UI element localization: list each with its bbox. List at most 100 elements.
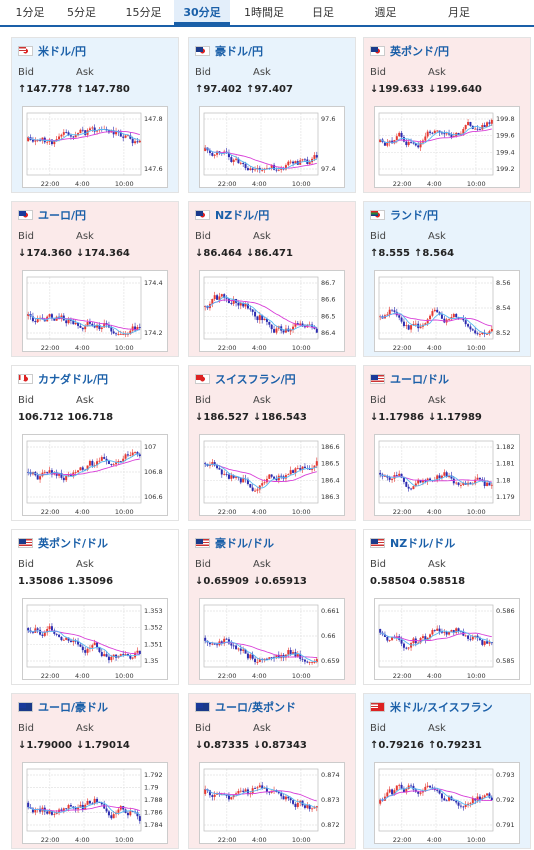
ask-label: Ask [253,559,271,570]
x-tick-label: 4:00 [427,836,442,844]
x-tick-label: 10:00 [115,344,134,352]
currency-card-1: 米ドル/円 Bid Ask ↑147.778 ↑147.780 147.8 147… [11,37,179,193]
price-chart[interactable]: 0.793 0.792 0.791 22:00 4:00 10:00 [374,762,520,844]
quote-row: ↓1.17986 ↓1.17989 [370,412,482,423]
pair-name: 英ポンド/ドル [38,537,109,550]
y-tick-label: 0.659 [321,657,340,665]
pair-title[interactable]: ユーロ/豪ドル [18,700,108,714]
y-tick-label: 1.792 [144,771,163,779]
pair-title[interactable]: NZドル/ドル [370,536,455,550]
y-tick-label: 86.6 [321,296,335,304]
pair-name: 豪ドル/ドル [215,537,275,550]
x-tick-label: 10:00 [292,180,311,188]
price-chart[interactable]: 199.8 199.6 199.4 199.2 22:00 4:00 10:00 [374,106,520,188]
pair-title[interactable]: 豪ドル/円 [195,44,263,58]
x-tick-label: 22:00 [393,836,412,844]
price-chart[interactable]: 86.7 86.6 86.5 86.4 22:00 4:00 10:00 [199,270,345,352]
x-tick-label: 10:00 [292,508,311,516]
tab-4[interactable]: 30分足 [174,0,230,25]
tab-3[interactable]: 15分足 [125,6,162,19]
flag-icon [18,374,33,384]
bid-value: ↓199.633 [370,84,424,95]
y-tick-label: 8.52 [496,329,510,337]
y-tick-label: 186.3 [321,493,340,501]
x-tick-label: 22:00 [41,344,60,352]
y-tick-label: 97.6 [321,115,335,123]
pair-title[interactable]: 米ドル/スイスフラン [370,700,493,714]
price-chart[interactable]: 1.353 1.352 1.351 1.35 22:00 4:00 10:00 [22,598,168,680]
y-tick-label: 1.352 [144,624,163,632]
bid-label: Bid [18,231,34,242]
price-chart[interactable]: 8.56 8.54 8.52 22:00 4:00 10:00 [374,270,520,352]
y-tick-label: 106.8 [144,468,163,476]
flag-icon [195,702,210,712]
tab-7[interactable]: 週足 [374,6,397,19]
ask-label: Ask [428,67,446,78]
tab-2[interactable]: 5分足 [67,6,96,19]
price-chart[interactable]: 186.6 186.5 186.4 186.3 22:00 4:00 10:00 [199,434,345,516]
currency-card-8: スイスフラン/円 Bid Ask ↓186.527 ↓186.543 186.6… [188,365,356,521]
pair-title[interactable]: ユーロ/英ポンド [195,700,296,714]
pair-title[interactable]: ユーロ/円 [18,208,86,222]
y-tick-label: 199.2 [496,165,515,173]
flag-icon [195,210,210,220]
price-chart[interactable]: 0.874 0.873 0.872 22:00 4:00 10:00 [199,762,345,844]
pair-title[interactable]: ユーロ/ドル [370,372,449,386]
x-tick-label: 4:00 [75,836,90,844]
ask-label: Ask [253,395,271,406]
x-tick-label: 22:00 [393,180,412,188]
flag-icon [18,210,33,220]
quote-row: ↑0.79216 ↑0.79231 [370,740,482,751]
bid-label: Bid [195,723,211,734]
currency-card-4: ユーロ/円 Bid Ask ↓174.360 ↓174.364 174.4 174… [11,201,179,357]
price-chart[interactable]: 97.6 97.4 22:00 4:00 10:00 [199,106,345,188]
x-tick-label: 10:00 [115,180,134,188]
tab-1[interactable]: 1分足 [15,6,45,19]
y-tick-label: 186.5 [321,460,340,468]
pair-name: ランド/円 [390,209,439,222]
x-tick-label: 10:00 [115,508,134,516]
price-chart[interactable]: 147.8 147.6 22:00 4:00 10:00 [22,106,168,188]
y-tick-label: 8.54 [496,304,510,312]
price-chart[interactable]: 0.586 0.585 22:00 4:00 10:00 [374,598,520,680]
y-tick-label: 1.182 [496,443,515,451]
quote-row: ↑97.402 ↑97.407 [195,84,293,95]
ask-value: ↑147.780 [75,84,130,95]
ask-value: ↓0.65913 [252,576,307,587]
pair-title[interactable]: カナダドル/円 [18,372,108,386]
y-tick-label: 0.873 [321,796,340,804]
ask-value: ↑97.407 [245,84,293,95]
currency-card-2: 豪ドル/円 Bid Ask ↑97.402 ↑97.407 97.6 97.4 22… [188,37,356,193]
tab-6[interactable]: 日足 [312,6,334,19]
x-tick-label: 22:00 [41,672,60,680]
pair-title[interactable]: 英ポンド/円 [370,44,449,58]
pair-title[interactable]: NZドル/円 [195,208,269,222]
x-tick-label: 10:00 [292,836,311,844]
bid-label: Bid [195,231,211,242]
x-tick-label: 10:00 [115,672,134,680]
x-tick-label: 4:00 [75,672,90,680]
y-tick-label: 8.56 [496,279,510,287]
pair-name: 豪ドル/円 [215,45,264,58]
bid-value: ↓1.79000 [18,740,72,751]
quote-row: 0.58504 0.58518 [370,576,465,587]
y-tick-label: 0.586 [496,607,515,615]
pair-title[interactable]: スイスフラン/円 [195,372,296,386]
quote-row: ↓86.464 ↓86.471 [195,248,293,259]
price-chart[interactable]: 107 106.8 106.6 22:00 4:00 10:00 [22,434,168,516]
x-tick-label: 10:00 [467,836,486,844]
price-chart[interactable]: 174.4 174.2 22:00 4:00 10:00 [22,270,168,352]
pair-title[interactable]: 米ドル/円 [18,44,86,58]
ask-label: Ask [76,67,94,78]
pair-title[interactable]: 英ポンド/ドル [18,536,108,550]
price-chart[interactable]: 1.792 1.79 1.788 1.786 1.784 22:00 4:00 10:00 [22,762,168,844]
price-chart[interactable]: 0.661 0.66 0.659 22:00 4:00 10:00 [199,598,345,680]
price-chart[interactable]: 1.182 1.181 1.18 1.179 22:00 4:00 10:00 [374,434,520,516]
pair-title[interactable]: 豪ドル/ドル [195,536,274,550]
y-tick-label: 0.585 [496,657,515,665]
pair-title[interactable]: ランド/円 [370,208,438,222]
tab-5[interactable]: 1時間足 [244,6,284,19]
y-tick-label: 1.79 [144,784,158,792]
x-tick-label: 22:00 [41,836,60,844]
tab-8[interactable]: 月足 [448,6,470,19]
